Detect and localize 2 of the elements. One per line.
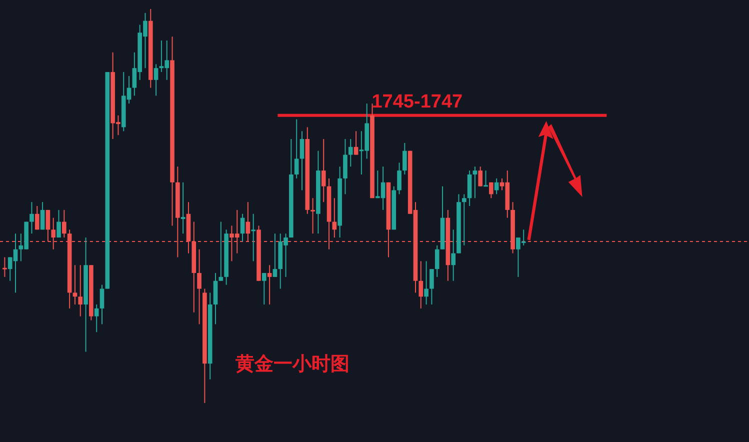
annotation: 1745-1747 xyxy=(372,91,463,112)
annotation: 黄金一小时图 xyxy=(235,354,350,375)
